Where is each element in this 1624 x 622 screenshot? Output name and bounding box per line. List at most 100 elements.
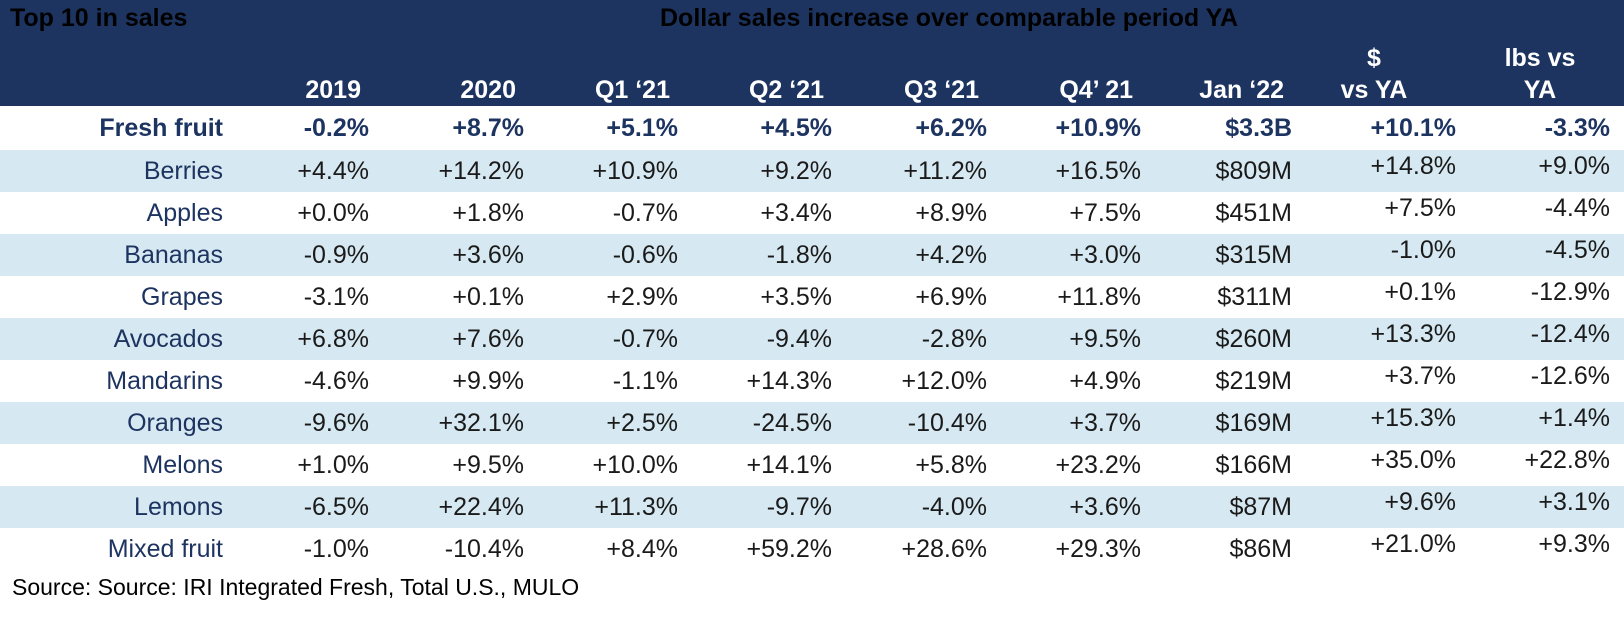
value-cell: +8.9%	[915, 198, 987, 227]
value-cell: +1.8%	[452, 198, 524, 227]
row-label: Fresh fruit	[99, 113, 223, 142]
value-cell: +11.3%	[524, 486, 678, 528]
row-label: Apples	[146, 198, 223, 227]
value-cell: +10.0%	[592, 450, 679, 479]
col-header-q1-21: Q1 ‘21	[594, 76, 670, 104]
value-cell: +3.6%	[987, 486, 1141, 528]
value-cell: +3.6%	[369, 234, 524, 276]
value-cell: -3.3%	[1544, 113, 1610, 142]
value-cell: +4.9%	[1069, 366, 1141, 395]
table-subtitle: Dollar sales increase over comparable pe…	[660, 4, 1239, 32]
value-cell: +14.1%	[746, 450, 833, 479]
value-cell: +29.3%	[1055, 534, 1142, 563]
value-cell: +11.2%	[832, 150, 987, 192]
value-cell: -12.9%	[1530, 278, 1610, 306]
table-row: Oranges -9.6% +32.1% +2.5% -24.5% -10.4% +3.7%…	[0, 402, 1624, 444]
value-cell: +3.1%	[1456, 486, 1624, 528]
value-cell: +0.1%	[452, 282, 524, 311]
value-cell: -0.6%	[524, 234, 678, 276]
col-header-2019: 2019	[305, 76, 361, 104]
value-cell: -24.5%	[678, 402, 832, 444]
value-cell: $166M	[1215, 450, 1292, 479]
value-cell: +8.4%	[606, 534, 678, 563]
value-cell: -9.7%	[678, 486, 832, 528]
col-header-dollar-line2: vs YA	[1340, 76, 1408, 104]
value-cell: -1.0%	[1292, 234, 1456, 276]
col-header-q4-21: Q4’ 21	[1059, 76, 1133, 104]
value-cell: -0.7%	[612, 198, 678, 227]
value-cell: +5.1%	[606, 113, 678, 142]
value-cell: -4.4%	[1544, 194, 1610, 222]
value-cell: $451M	[1215, 198, 1292, 227]
value-cell: +7.6%	[369, 318, 524, 360]
value-cell: $3.3B	[1225, 113, 1292, 142]
sales-table: 2019 2020 Q1 ‘21 Q2 ‘21 Q3 ‘21 Q4’ 21 Ja…	[0, 0, 1624, 563]
row-label: Mixed fruit	[107, 534, 223, 563]
value-cell: -1.8%	[678, 234, 832, 276]
value-cell: $86M	[1229, 534, 1292, 563]
source-note: Source: Source: IRI Integrated Fresh, To…	[12, 574, 580, 600]
value-cell: +4.5%	[760, 113, 832, 142]
value-cell: -12.4%	[1456, 318, 1624, 360]
value-cell: +9.0%	[1456, 150, 1624, 192]
col-header-lbs-line2: YA	[1523, 76, 1557, 104]
value-cell: -9.6%	[223, 402, 369, 444]
value-cell: -4.6%	[303, 366, 369, 395]
col-header-2020: 2020	[460, 76, 516, 104]
value-cell: +3.0%	[987, 234, 1141, 276]
row-label: Lemons	[0, 486, 223, 528]
row-label: Melons	[142, 450, 223, 479]
row-label: Mandarins	[106, 366, 223, 395]
value-cell: +1.4%	[1456, 402, 1624, 444]
value-cell: +9.5%	[452, 450, 524, 479]
value-cell: +9.5%	[987, 318, 1141, 360]
value-cell: +35.0%	[1370, 446, 1457, 474]
value-cell: +9.2%	[678, 150, 832, 192]
value-cell: $219M	[1215, 366, 1292, 395]
col-header-lbs-vs-ya: lbs vs YA	[1456, 0, 1624, 106]
value-cell: +6.9%	[915, 282, 987, 311]
header-bar	[0, 0, 1624, 106]
col-header-jan-22: Jan ‘22	[1199, 76, 1284, 104]
table-row: Mandarins -4.6% +9.9% -1.1% +14.3% +12.0% +4.9…	[0, 360, 1624, 402]
value-cell: +22.8%	[1524, 446, 1611, 474]
value-cell: +6.2%	[915, 113, 987, 142]
row-label: Avocados	[0, 318, 223, 360]
value-cell: -0.9%	[223, 234, 369, 276]
row-label: Bananas	[0, 234, 223, 276]
value-cell: -4.5%	[1456, 234, 1624, 276]
value-cell: +0.0%	[297, 198, 369, 227]
table-row: Grapes -3.1% +0.1% +2.9% +3.5% +6.9% +11.8% $31…	[0, 276, 1624, 318]
value-cell: +32.1%	[369, 402, 524, 444]
table-title: Top 10 in sales	[10, 4, 188, 32]
value-cell: +3.5%	[760, 282, 832, 311]
table-row: Berries +4.4% +14.2% +10.9% +9.2% +11.2% +16.5…	[0, 150, 1624, 192]
value-cell: $87M	[1141, 486, 1292, 528]
value-cell: +9.9%	[452, 366, 524, 395]
value-cell: +16.5%	[987, 150, 1141, 192]
value-cell: $315M	[1141, 234, 1292, 276]
table-row: Apples +0.0% +1.8% -0.7% +3.4% +8.9% +7.5% $451…	[0, 192, 1624, 234]
value-cell: -0.7%	[524, 318, 678, 360]
value-cell: +7.5%	[1069, 198, 1141, 227]
col-header-q3-21: Q3 ‘21	[903, 76, 979, 104]
value-cell: +7.5%	[1384, 194, 1456, 222]
value-cell: -1.0%	[303, 534, 369, 563]
value-cell: +10.1%	[1370, 113, 1457, 142]
value-cell: -12.6%	[1530, 362, 1610, 390]
value-cell: +2.9%	[606, 282, 678, 311]
value-cell: +4.4%	[223, 150, 369, 192]
value-cell: -10.4%	[444, 534, 524, 563]
value-cell: $260M	[1141, 318, 1292, 360]
value-cell: +21.0%	[1370, 530, 1457, 558]
col-header-lbs-line1: lbs vs	[1504, 44, 1576, 72]
value-cell: +10.9%	[1055, 113, 1142, 142]
table-row: Bananas -0.9% +3.6% -0.6% -1.8% +4.2% +3.0% $31…	[0, 234, 1624, 276]
value-cell: -4.0%	[832, 486, 987, 528]
row-label: Grapes	[141, 282, 223, 311]
col-header-dollar-vs-ya: $ vs YA	[1292, 0, 1456, 106]
row-label: Oranges	[0, 402, 223, 444]
value-cell: +28.6%	[901, 534, 988, 563]
value-cell: +0.1%	[1384, 278, 1456, 306]
